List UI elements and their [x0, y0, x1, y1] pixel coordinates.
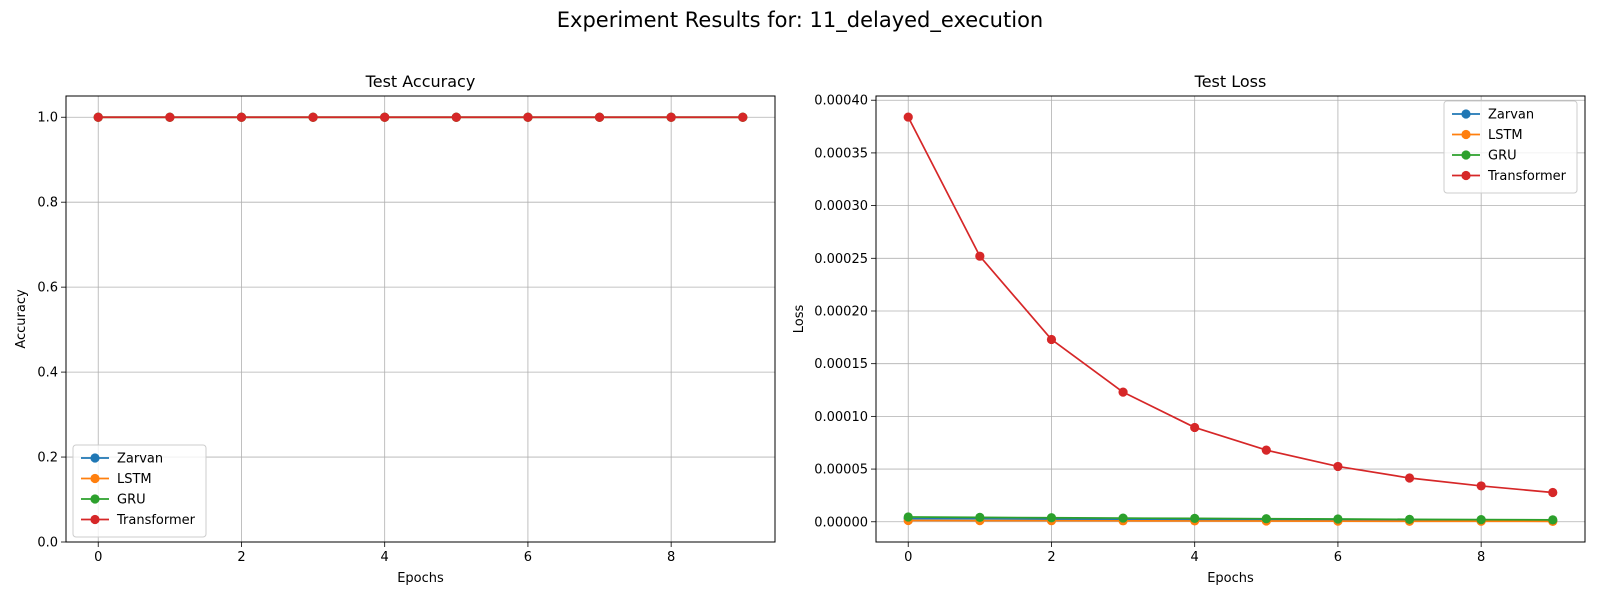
x-tick-label: 8	[667, 550, 675, 565]
y-tick-label: 0.2	[37, 451, 58, 466]
legend-label-gru: GRU	[1488, 149, 1517, 164]
data-point-gru	[1261, 514, 1271, 524]
x-tick-label: 4	[1191, 550, 1199, 565]
data-point-gru	[975, 512, 985, 522]
x-tick-label: 2	[237, 550, 245, 565]
series-line-transformer	[907, 116, 1553, 494]
legend-label-transformer: Transformer	[116, 513, 196, 528]
data-point-transformer	[1118, 387, 1128, 397]
data-point-transformer	[93, 112, 103, 122]
y-tick-label: 0.4	[37, 366, 58, 381]
data-point-transformer	[666, 112, 676, 122]
y-tick-label: 0.6	[37, 281, 58, 296]
subplot-title: Test Loss	[1194, 72, 1267, 91]
legend-marker-transformer	[90, 514, 100, 525]
x-axis-label: Epochs	[1207, 571, 1254, 586]
data-point-gru	[1476, 515, 1486, 525]
legend-marker-zarvan	[90, 453, 100, 463]
data-point-transformer	[380, 112, 390, 122]
legend-label-gru: GRU	[117, 493, 146, 508]
x-tick-label: 6	[1334, 550, 1342, 565]
axes-frame	[875, 95, 1586, 543]
legend-label-lstm: LSTM	[1488, 128, 1523, 143]
data-point-transformer	[1476, 481, 1486, 491]
legend-marker-lstm	[90, 473, 100, 484]
y-axis-label: Accuracy	[14, 289, 29, 349]
legend-box	[1443, 100, 1578, 194]
data-point-transformer	[236, 112, 247, 122]
series-line-gru	[908, 516, 1553, 521]
legend-box	[72, 444, 207, 538]
y-tick-label: 0.00005	[814, 463, 868, 478]
y-tick-label: 0.00015	[814, 357, 868, 372]
x-tick-label: 0	[94, 550, 102, 565]
data-point-gru	[903, 512, 913, 522]
data-point-transformer	[1333, 461, 1343, 472]
data-point-transformer	[1404, 473, 1415, 483]
legend: Zarvan LSTM GRU Transformer	[72, 444, 207, 538]
y-tick-label: 0.8	[37, 196, 58, 211]
axes-frame	[65, 95, 776, 543]
subplot-0: 0 2 4 6 8 0.0 0.2 0.4 0.6 0.8 1.0 Test Accuracy Epoc…	[14, 72, 776, 586]
subplot-1: 0 2 4 6 8 0.00000 0.00005 0.00010 0.00015 0.00020…	[792, 72, 1586, 586]
y-tick-label: 1.0	[37, 111, 58, 126]
data-point-transformer	[308, 112, 318, 122]
legend-label-zarvan: Zarvan	[117, 452, 163, 467]
x-tick-label: 8	[1477, 550, 1485, 565]
figure-title: Experiment Results for: 11_delayed_execu…	[556, 8, 1044, 32]
x-tick-label: 0	[904, 550, 912, 565]
x-tick-label: 2	[1047, 550, 1055, 565]
data-point-transformer	[1261, 445, 1271, 455]
data-point-gru	[1333, 514, 1343, 524]
data-point-gru	[1548, 515, 1558, 525]
y-tick-label: 0.0	[37, 536, 58, 551]
data-point-transformer	[523, 112, 533, 122]
y-tick-label: 0.00020	[814, 304, 868, 319]
data-point-gru	[1190, 513, 1200, 523]
x-axis-label: Epochs	[397, 571, 444, 586]
legend-label-lstm: LSTM	[117, 472, 152, 487]
series-line-lstm	[908, 519, 1553, 523]
y-tick-label: 0.00000	[814, 515, 868, 530]
legend-marker-transformer	[1461, 170, 1471, 181]
data-point-transformer	[1548, 487, 1558, 498]
y-axis-label: Loss	[792, 305, 807, 334]
y-tick-label: 0.00025	[814, 252, 868, 267]
y-tick-label: 0.00030	[814, 199, 868, 214]
data-point-gru	[1046, 513, 1057, 523]
y-tick-label: 0.00035	[814, 146, 868, 161]
legend-label-transformer: Transformer	[1487, 169, 1567, 184]
data-point-transformer	[738, 112, 748, 122]
legend: Zarvan LSTM GRU Transformer	[1443, 100, 1578, 194]
data-point-transformer	[594, 112, 605, 122]
legend-marker-lstm	[1461, 129, 1471, 140]
data-point-transformer	[903, 112, 913, 122]
subplot-title: Test Accuracy	[365, 72, 476, 91]
data-point-transformer	[1046, 334, 1057, 345]
legend-marker-gru	[1461, 150, 1471, 160]
x-tick-label: 4	[381, 550, 389, 565]
data-point-gru	[1118, 513, 1128, 523]
data-point-transformer	[975, 251, 985, 261]
x-tick-label: 6	[524, 550, 532, 565]
legend-marker-zarvan	[1461, 109, 1471, 119]
data-point-gru	[1404, 514, 1415, 524]
y-tick-label: 0.00010	[814, 410, 868, 425]
data-point-transformer	[1190, 422, 1200, 433]
data-point-transformer	[165, 112, 175, 122]
legend-marker-gru	[90, 494, 100, 504]
data-point-transformer	[451, 112, 461, 122]
y-tick-label: 0.00040	[814, 94, 868, 109]
legend-label-zarvan: Zarvan	[1488, 108, 1534, 123]
